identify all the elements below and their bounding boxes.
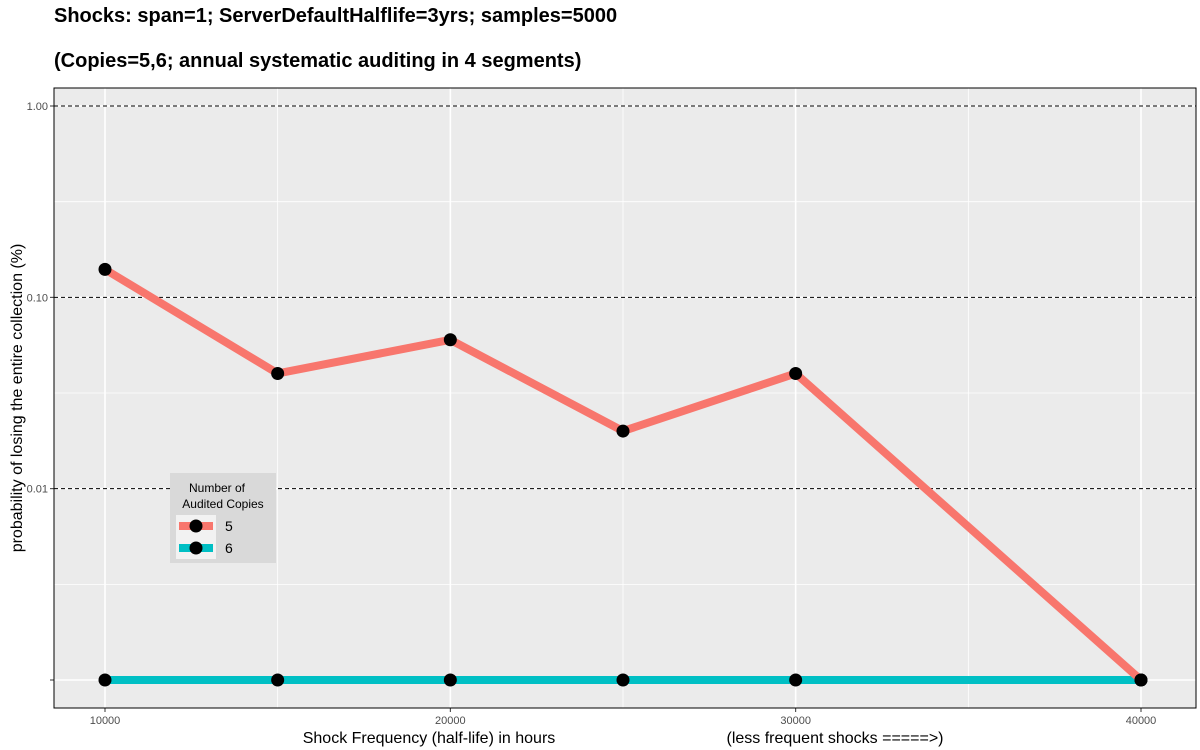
data-point-6 xyxy=(443,673,457,687)
y-axis-title: probability of losing the entire collect… xyxy=(9,244,26,553)
x-tick-label: 10000 xyxy=(90,715,121,727)
plot-panel xyxy=(54,88,1196,708)
y-tick-label: 1.00 xyxy=(27,101,48,113)
data-point-5 xyxy=(1134,673,1148,687)
data-point-6 xyxy=(616,673,630,687)
x-tick-label: 30000 xyxy=(780,715,811,727)
legend-key-point-6 xyxy=(189,541,203,555)
data-point-6 xyxy=(271,673,285,687)
legend-title-line-1: Number of xyxy=(189,481,246,495)
data-point-6 xyxy=(789,673,803,687)
legend-items: 56 xyxy=(176,515,233,559)
panel-border xyxy=(53,87,1197,709)
y-tick-label: 0.10 xyxy=(27,292,48,304)
legend-label-6: 6 xyxy=(225,540,233,556)
legend-title-line-2: Audited Copies xyxy=(182,497,263,511)
data-point-5 xyxy=(271,366,285,380)
data-point-5 xyxy=(443,333,457,347)
x-tick-label: 40000 xyxy=(1126,715,1157,727)
x-axis-note: (less frequent shocks =====>) xyxy=(726,730,943,747)
chart-subtitle: (Copies=5,6; annual systematic auditing … xyxy=(54,50,582,72)
legend-label-5: 5 xyxy=(225,518,233,534)
x-axis-title: Shock Frequency (half-life) in hours xyxy=(303,730,556,747)
data-point-5 xyxy=(789,366,803,380)
series-line-5 xyxy=(102,265,1144,683)
chart-title: Shocks: span=1; ServerDefaultHalflife=3y… xyxy=(54,5,618,27)
data-point-6 xyxy=(98,673,112,687)
axes: 10000 20000 30000 40000 1.00 0.10 0.01 xyxy=(27,87,1197,727)
data-point-5 xyxy=(98,262,112,276)
x-tick-label: 20000 xyxy=(435,715,466,727)
y-tick-label: 0.01 xyxy=(27,484,48,496)
legend: Number of Audited Copies 56 xyxy=(170,473,276,563)
data-point-5 xyxy=(616,424,630,438)
series-group xyxy=(98,262,1148,687)
legend-key-point-5 xyxy=(189,519,203,533)
